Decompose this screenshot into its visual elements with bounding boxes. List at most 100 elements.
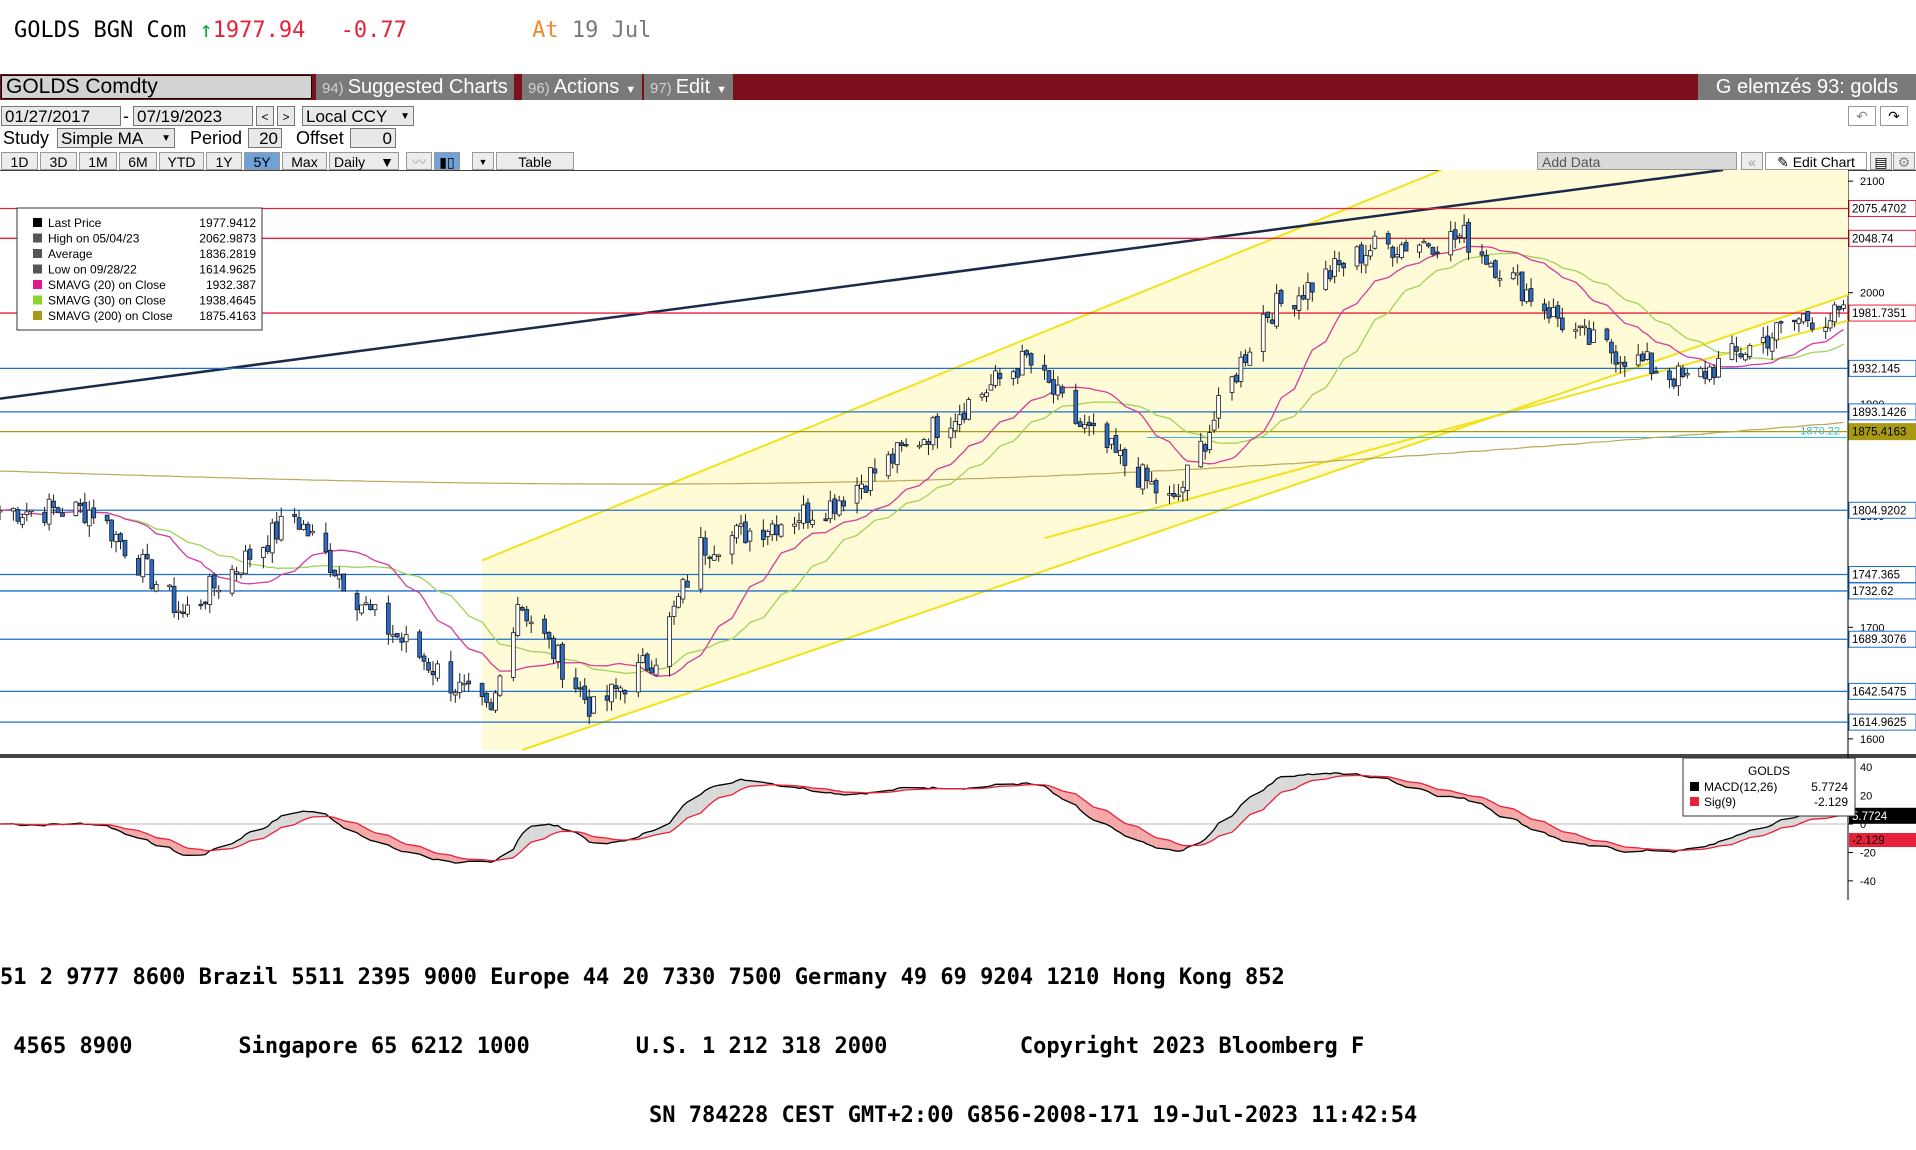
- candle-body: [1087, 422, 1091, 425]
- period-button-6m[interactable]: 6M: [119, 152, 157, 170]
- candle-body: [1386, 233, 1390, 243]
- candle-body: [927, 441, 931, 444]
- candle: [230, 565, 234, 596]
- candle-body: [962, 413, 966, 419]
- security-input[interactable]: GOLDS Comdty: [1, 75, 312, 99]
- candle-body: [105, 515, 109, 521]
- candle-body: [1243, 355, 1247, 363]
- suggested-charts-button[interactable]: 94)Suggested Charts: [316, 74, 514, 100]
- candle-body: [136, 558, 140, 575]
- offset-input[interactable]: 0: [350, 128, 396, 148]
- scroll-right-button[interactable]: >: [277, 106, 295, 126]
- start-date-field[interactable]: 01/27/2017: [1, 106, 121, 126]
- redo-icon[interactable]: ↷: [1880, 106, 1908, 126]
- candle-body: [244, 551, 248, 573]
- candle-body: [980, 394, 984, 397]
- frequency-dropdown-icon: ▼: [380, 153, 394, 171]
- gear-icon[interactable]: ⚙: [1893, 152, 1915, 170]
- candle-body: [203, 602, 207, 604]
- last-price: 1977.94: [213, 18, 306, 43]
- candle-body: [1266, 312, 1270, 317]
- candle-body: [467, 681, 471, 684]
- actions-button[interactable]: 96)Actions▼: [522, 74, 642, 100]
- frequency-select[interactable]: Daily▼: [329, 152, 399, 170]
- candle-body: [1743, 354, 1747, 360]
- line-chart-icon[interactable]: 〰: [406, 152, 432, 170]
- candle-body: [1801, 314, 1805, 322]
- candle-body: [802, 505, 806, 523]
- edit-chart-button[interactable]: ✎ Edit Chart: [1765, 152, 1867, 170]
- candle: [931, 416, 935, 450]
- candle-body: [458, 682, 462, 692]
- study-select[interactable]: Simple MA▼: [57, 128, 175, 148]
- candle-body: [1297, 296, 1301, 311]
- at-label: At: [532, 18, 559, 43]
- chart-settings-icon[interactable]: ▤: [1870, 152, 1892, 170]
- launchpad-label: G elemzés 93: golds: [1698, 74, 1916, 100]
- period-button-max[interactable]: Max: [282, 152, 327, 170]
- candle-body: [293, 514, 297, 516]
- candle-body: [92, 508, 96, 518]
- candle-body: [1105, 424, 1109, 448]
- candle-body: [1293, 305, 1297, 309]
- end-date-field[interactable]: 07/19/2023: [133, 106, 253, 126]
- footer-contacts-line1: 51 2 9777 8600 Brazil 5511 2395 9000 Eur…: [0, 966, 1916, 989]
- legend-label: Last Price: [48, 216, 102, 230]
- period-button-1y[interactable]: 1Y: [206, 152, 242, 170]
- chart-type-dropdown-icon[interactable]: ▼: [472, 152, 494, 170]
- scroll-left-button[interactable]: <: [256, 106, 274, 126]
- price-chart[interactable]: 1870.22 1600170018001900200021002075.470…: [0, 170, 1916, 900]
- candle-body: [918, 445, 922, 447]
- period-button-ytd[interactable]: YTD: [159, 152, 204, 170]
- candle-body: [1685, 374, 1689, 376]
- add-data-input[interactable]: Add Data: [1537, 152, 1737, 170]
- candle-body: [1011, 372, 1015, 379]
- candle-body: [1551, 307, 1555, 316]
- candle-body: [636, 663, 640, 692]
- study-label: Study: [3, 128, 49, 148]
- candle: [16, 507, 20, 524]
- candle-body: [1458, 236, 1462, 238]
- macd-y-tick-label: 40: [1860, 762, 1872, 774]
- candle-body: [1185, 465, 1189, 490]
- candle-body: [1203, 445, 1207, 452]
- candle: [511, 627, 515, 681]
- period-button-1m[interactable]: 1M: [79, 152, 117, 170]
- undo-icon[interactable]: ↶: [1848, 106, 1876, 126]
- candle-body: [1645, 352, 1649, 360]
- period-button-3d[interactable]: 3D: [40, 152, 77, 170]
- candle-body: [1364, 255, 1368, 265]
- currency-select[interactable]: Local CCY▼: [302, 106, 414, 126]
- candle-body: [29, 510, 33, 512]
- period-button-5y[interactable]: 5Y: [244, 152, 280, 170]
- period-input[interactable]: 20: [248, 128, 282, 148]
- candle-body: [333, 570, 337, 576]
- table-button[interactable]: Table: [496, 152, 574, 170]
- legend-value: 1614.9625: [199, 263, 256, 277]
- candle-body: [1270, 320, 1274, 323]
- candle-body: [306, 524, 310, 536]
- edit-button[interactable]: 97)Edit▼: [644, 74, 733, 100]
- legend-swatch: [33, 280, 42, 289]
- command-bar: GOLDS Comdty 94)Suggested Charts 96)Acti…: [0, 74, 1916, 100]
- candle: [1520, 272, 1524, 306]
- candle-body: [489, 703, 493, 710]
- candle-body: [677, 596, 681, 607]
- period-button-1d[interactable]: 1D: [1, 152, 38, 170]
- candle-body: [248, 549, 252, 559]
- legend-label: High on 05/04/23: [48, 232, 140, 246]
- collapse-icon[interactable]: «: [1741, 152, 1763, 170]
- candle-body: [556, 645, 560, 661]
- candle-body: [1016, 369, 1020, 377]
- candle-body: [239, 573, 243, 575]
- period-label: Period: [190, 128, 242, 148]
- candle-body: [1837, 306, 1841, 310]
- candle-chart-icon[interactable]: ▮▯: [434, 152, 460, 170]
- candle: [333, 569, 337, 577]
- candle-body: [1275, 293, 1279, 326]
- candle-body: [186, 605, 190, 614]
- candle-body: [1806, 311, 1810, 320]
- candle-body: [212, 575, 216, 588]
- candle: [1400, 242, 1404, 260]
- ticker-name: GOLDS BGN Com: [14, 18, 186, 43]
